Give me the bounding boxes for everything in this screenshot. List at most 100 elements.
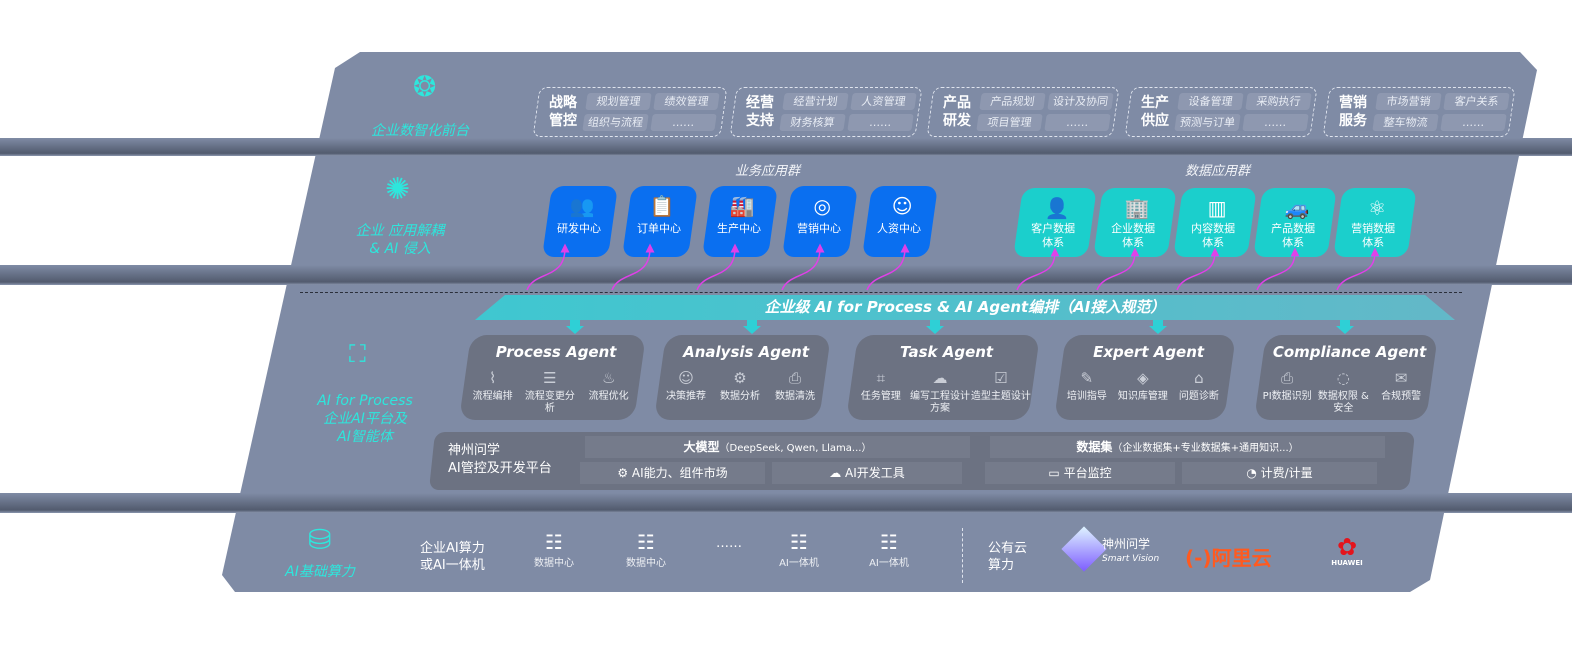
capability-icon: ✉ xyxy=(1394,369,1407,387)
model-note: （DeepSeek, Qwen, Llama...） xyxy=(719,443,872,454)
database-icon: ⛁ xyxy=(308,523,332,556)
agent-name: Analysis Agent xyxy=(683,343,810,361)
server-icon: ☷ xyxy=(880,530,898,554)
server-label: 数据中心 xyxy=(534,558,574,569)
devtools-label: AI开发工具 xyxy=(845,466,905,480)
server-icon: ☷ xyxy=(790,530,808,554)
brain-icon: ❂ xyxy=(413,70,437,103)
capability-icon: ☺ xyxy=(678,369,694,387)
capability-label: 合规预警 xyxy=(1380,391,1421,402)
market-bar: ⚙ AI能力、组件市场 xyxy=(580,462,765,484)
monitor-bar: ▭ 平台监控 xyxy=(985,462,1175,484)
capability-label: 决策推荐 xyxy=(666,391,707,402)
agent-card[interactable]: Expert Agent ✎ 培训指导 ◈ 知识库管理 ⌂ 问题诊断 xyxy=(1054,335,1236,420)
model-label: 大模型 xyxy=(683,440,720,454)
shenzhou-logo-sub: Smart Vision xyxy=(1102,554,1160,564)
aliyun-logo-text: 阿里云 xyxy=(1211,546,1272,570)
platform-title-line1: 神州问学 xyxy=(448,443,501,458)
capability-label: 造型主题设计 xyxy=(970,391,1031,402)
onprem-label: 企业AI算力 或AI一体机 xyxy=(420,540,485,574)
agent-capability: ☑ 造型主题设计 xyxy=(971,369,1031,403)
down-arrow-icon xyxy=(926,320,944,334)
market-icon: ⚙ xyxy=(617,466,632,480)
capability-icon: ⌂ xyxy=(1194,369,1204,387)
face-scan-icon: ⛶ xyxy=(349,340,366,368)
capability-label: 数据分析 xyxy=(720,391,761,402)
server-label: AI一体机 xyxy=(779,558,819,569)
capability-icon: ⎙ xyxy=(788,369,801,387)
public-line2: 算力 xyxy=(988,558,1015,573)
onprem-line1: 企业AI算力 xyxy=(420,541,485,556)
agent-capability: ✉ 合规预警 xyxy=(1372,369,1429,403)
capability-icon: ⌇ xyxy=(489,369,497,387)
connector-arrow xyxy=(1256,247,1300,291)
dataset-label: 数据集 xyxy=(1076,440,1113,454)
capability-label: PI数据识别 xyxy=(1262,391,1312,402)
layer2-label-line2: & AI 侵入 xyxy=(369,241,431,257)
layer-divider xyxy=(0,493,1572,513)
platform-title: 神州问学 AI管控及开发平台 xyxy=(448,442,552,478)
capability-label: 数据清洗 xyxy=(774,391,815,402)
dashed-separator xyxy=(300,292,1462,293)
agent-card[interactable]: Process Agent ⌇ 流程编排 ☰ 流程变更分析 ♨ 流程优化 xyxy=(459,335,646,420)
down-arrow-icon xyxy=(566,320,584,334)
ellipsis: …… xyxy=(716,536,742,551)
agent-capability: ⚙ 数据分析 xyxy=(713,369,767,403)
capability-icon: ♨ xyxy=(601,369,615,387)
server-icon: ☷ xyxy=(637,530,655,554)
agent-capability: ✎ 培训指导 xyxy=(1059,369,1115,403)
capability-label: 知识库管理 xyxy=(1117,391,1168,402)
agent-capability: ⎙ 数据清洗 xyxy=(768,369,822,403)
huawei-logo: ✿ HUAWEI xyxy=(1327,535,1367,567)
business-group-title: 业务应用群 xyxy=(735,164,801,179)
layer-divider xyxy=(0,138,1572,156)
connector-arrow xyxy=(1176,247,1220,291)
capability-icon: ⚙ xyxy=(733,369,748,387)
billing-label: 计费/计量 xyxy=(1260,466,1313,480)
layer3-label-line3: AI智能体 xyxy=(337,429,393,445)
layer3-label-line1: AI for Process xyxy=(317,393,413,409)
agent-capability: ⌇ 流程编排 xyxy=(464,369,522,403)
down-arrow-icon xyxy=(1149,320,1167,334)
dataset-note: （企业数据集+专业数据集+通用知识...） xyxy=(1112,443,1299,454)
ai-orchestration-banner: 企业级 AI for Process & AI Agent编排（AI接入规范） xyxy=(475,295,1455,320)
agent-capability: ♨ 流程优化 xyxy=(579,369,637,403)
layer3-label: AI for Process 企业AI平台及 AI智能体 xyxy=(305,392,425,446)
agent-card[interactable]: Compliance Agent ⎙ PI数据识别 ◌ 数据权限 & 安全 ✉ 合规预警 xyxy=(1254,335,1438,420)
connector-arrow xyxy=(1096,247,1140,291)
devtools-bar: ☁ AI开发工具 xyxy=(772,462,962,484)
devtools-icon: ☁ xyxy=(829,466,846,480)
layer3-label-line2: 企业AI平台及 xyxy=(323,411,407,427)
agent-card[interactable]: Task Agent ⌗ 任务管理 ☁ 编写工程设计方案 ☑ 造型主题设计 xyxy=(846,335,1040,420)
agent-capability: ◌ 数据权限 & 安全 xyxy=(1315,369,1372,415)
dataset-bar: 数据集（企业数据集+专业数据集+通用知识...） xyxy=(990,436,1385,458)
capability-label: 任务管理 xyxy=(860,391,901,402)
layer4-label: AI基础算力 xyxy=(285,564,355,580)
public-line1: 公有云 xyxy=(988,541,1028,556)
agent-name: Process Agent xyxy=(495,343,617,361)
agent-card[interactable]: Analysis Agent ☺ 决策推荐 ⚙ 数据分析 ⎙ 数据清洗 xyxy=(654,335,831,420)
server-item: ☷ AI一体机 xyxy=(865,530,913,569)
onprem-line2: 或AI一体机 xyxy=(420,558,485,573)
capability-icon: ⌗ xyxy=(876,369,886,387)
server-item: ☷ AI一体机 xyxy=(775,530,823,569)
connector-arrow xyxy=(866,243,910,291)
capability-label: 问题诊断 xyxy=(1179,391,1220,402)
connector-arrow xyxy=(1336,247,1380,291)
down-arrow-icon xyxy=(743,320,761,334)
monitor-icon: ▭ xyxy=(1048,466,1064,480)
capability-icon: ☰ xyxy=(542,369,557,387)
server-label: AI一体机 xyxy=(869,558,909,569)
agent-capability: ⎙ PI数据识别 xyxy=(1259,369,1316,403)
public-cloud-label: 公有云 算力 xyxy=(988,540,1027,574)
market-label: AI能力、组件市场 xyxy=(631,466,728,480)
vertical-separator xyxy=(962,528,963,583)
connector-arrow xyxy=(526,243,570,291)
capability-icon: ◈ xyxy=(1137,369,1149,387)
capability-label: 培训指导 xyxy=(1066,391,1107,402)
agent-capability: ☰ 流程变更分析 xyxy=(521,369,579,415)
capability-icon: ☑ xyxy=(994,369,1008,387)
aliyun-logo: (-)阿里云 xyxy=(1185,542,1272,571)
gauge-icon: ◔ xyxy=(1246,466,1261,480)
